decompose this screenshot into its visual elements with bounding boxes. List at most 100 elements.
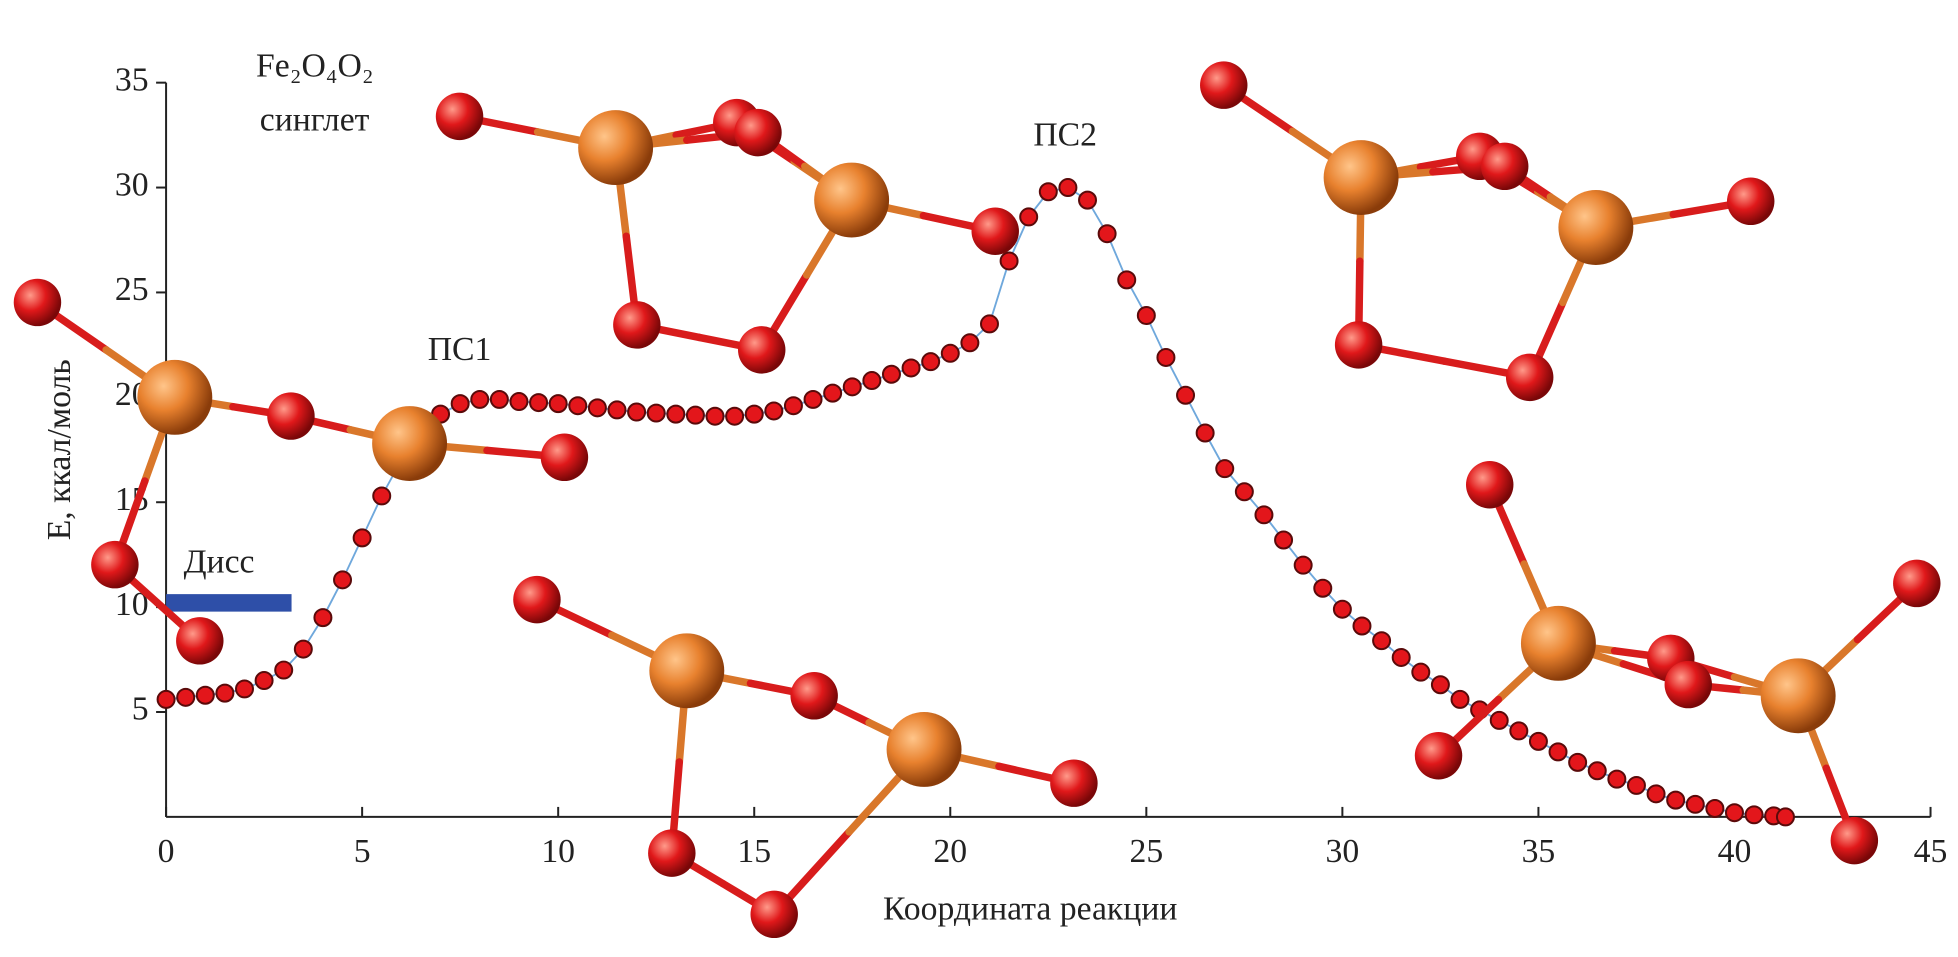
data-point xyxy=(1215,459,1235,479)
iron-atom xyxy=(137,359,213,435)
data-point xyxy=(1117,270,1137,290)
data-point xyxy=(764,401,784,421)
data-point xyxy=(352,528,372,548)
data-point xyxy=(1313,578,1333,598)
oxygen-atom xyxy=(613,301,661,349)
iron-atom xyxy=(578,110,654,186)
iron-atom xyxy=(1520,605,1596,681)
x-tick-label: 5 xyxy=(354,833,371,870)
chart-subtitle: синглет xyxy=(260,101,370,138)
oxygen-atom xyxy=(790,672,838,720)
iron-atom xyxy=(372,406,448,481)
data-point xyxy=(842,377,862,397)
data-point xyxy=(1352,616,1372,636)
data-point xyxy=(1274,530,1294,550)
data-point xyxy=(725,406,745,426)
x-tick-label: 10 xyxy=(541,833,575,870)
oxygen-atom xyxy=(1830,816,1879,865)
data-point xyxy=(685,405,705,425)
x-axis-label: Координата реакции xyxy=(883,891,1177,928)
x-tick-label: 20 xyxy=(933,833,967,870)
data-point xyxy=(1058,178,1078,198)
data-point xyxy=(1176,385,1196,405)
data-point xyxy=(940,343,960,363)
oxygen-atom xyxy=(13,278,62,327)
chart-title: Fe₂O₄O₂ xyxy=(256,48,374,85)
oxygen-atom xyxy=(1414,731,1463,780)
y-axis-label: E, ккал/моль xyxy=(41,359,78,540)
data-point xyxy=(1430,675,1450,695)
annotation: ПС1 xyxy=(428,331,492,368)
data-point xyxy=(666,404,686,424)
data-point xyxy=(215,683,235,703)
data-point xyxy=(548,394,568,414)
oxygen-atom xyxy=(971,207,1019,255)
data-point xyxy=(1587,761,1607,781)
oxygen-atom xyxy=(513,575,561,624)
data-point xyxy=(901,358,921,378)
oxygen-atom xyxy=(91,540,139,589)
data-point xyxy=(1097,224,1117,244)
oxygen-atom xyxy=(1200,61,1248,109)
data-point xyxy=(313,608,333,628)
iron-atom xyxy=(814,162,890,238)
iron-atom xyxy=(1558,190,1634,265)
y-tick-label: 30 xyxy=(115,166,149,203)
data-point xyxy=(979,314,999,334)
data-point xyxy=(823,383,843,403)
data-point xyxy=(744,404,764,424)
data-point xyxy=(529,393,549,413)
oxygen-atom xyxy=(737,326,786,374)
data-point xyxy=(1411,662,1431,682)
oxygen-atom xyxy=(734,108,782,157)
x-tick-label: 0 xyxy=(158,833,175,870)
data-point xyxy=(1332,599,1352,619)
data-point xyxy=(1136,306,1156,326)
data-point xyxy=(1775,807,1795,827)
data-point xyxy=(705,406,725,426)
data-point xyxy=(1234,482,1254,502)
oxygen-atom xyxy=(750,890,798,939)
oxygen-atom xyxy=(1664,660,1713,709)
data-point xyxy=(1195,423,1215,443)
data-point xyxy=(1548,742,1568,762)
data-point xyxy=(627,402,647,422)
oxygen-atom xyxy=(1466,461,1514,509)
oxygen-atom xyxy=(540,433,589,481)
data-point xyxy=(333,570,353,590)
y-tick-label: 35 xyxy=(115,61,149,98)
data-point xyxy=(1528,731,1548,751)
x-tick-label: 45 xyxy=(1914,833,1948,870)
x-tick-label: 25 xyxy=(1129,833,1163,870)
curve-line xyxy=(165,186,1786,818)
data-point xyxy=(960,333,980,353)
oxygen-atom xyxy=(176,617,224,665)
oxygen-atom xyxy=(435,92,484,141)
data-point xyxy=(235,679,254,699)
oxygen-atom xyxy=(1726,177,1775,226)
data-point xyxy=(195,685,215,705)
oxygen-atom xyxy=(1480,142,1529,191)
data-point xyxy=(176,687,196,707)
data-point xyxy=(1509,721,1529,741)
y-tick-label: 5 xyxy=(132,691,149,728)
data-point xyxy=(1372,631,1392,651)
data-point xyxy=(156,689,176,709)
x-tick-label: 35 xyxy=(1522,833,1556,870)
data-point xyxy=(1293,555,1313,575)
data-point xyxy=(568,396,588,416)
data-point xyxy=(1724,803,1744,823)
data-point xyxy=(1705,799,1725,819)
data-point xyxy=(1078,190,1098,210)
data-point xyxy=(862,371,882,391)
data-point xyxy=(372,486,392,506)
data-point xyxy=(254,671,274,691)
oxygen-atom xyxy=(1505,353,1554,402)
data-point xyxy=(509,392,529,412)
x-tick-label: 15 xyxy=(737,833,771,870)
iron-atom xyxy=(1760,658,1836,734)
data-point xyxy=(1626,775,1646,795)
data-point xyxy=(1254,505,1274,525)
oxygen-atom xyxy=(1334,321,1383,369)
data-point xyxy=(1156,347,1176,367)
